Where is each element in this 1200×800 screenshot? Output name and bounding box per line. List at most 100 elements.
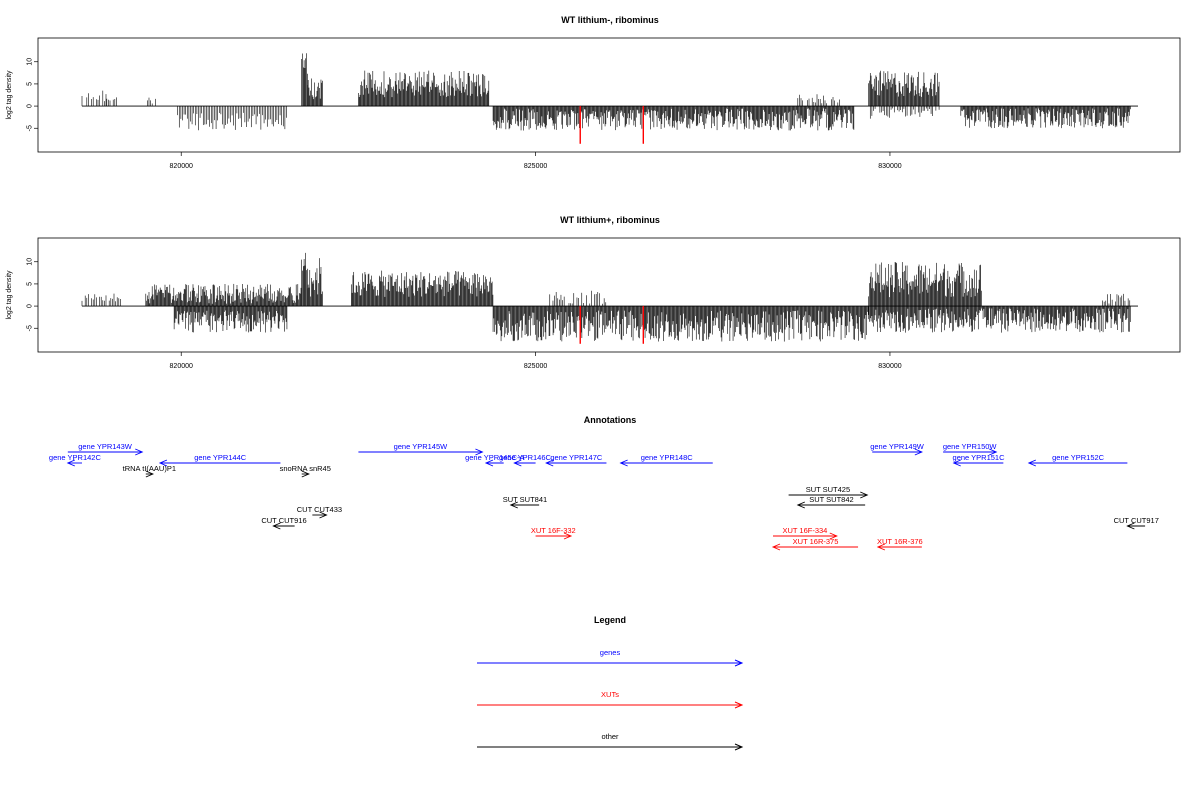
feature-label: gene YPR148C (641, 453, 694, 462)
annotation-feature: gene YPR150W (943, 442, 998, 456)
y-tick-label: 10 (26, 58, 33, 66)
annotation-feature: gene YPR151C (952, 453, 1006, 467)
y-tick-label: 10 (26, 258, 33, 266)
feature-arrowhead (876, 543, 886, 551)
annotation-feature: XUT 16R-376 (876, 537, 923, 551)
feature-arrowhead (914, 448, 923, 456)
annotation-feature: gene YPR142C (49, 453, 102, 467)
legend-arrowhead (734, 659, 744, 667)
feature-arrowhead (66, 459, 76, 467)
annotation-feature: CUT CUT917 (1114, 516, 1159, 530)
y-tick-label: 0 (26, 304, 33, 308)
feature-arrowhead (272, 522, 281, 530)
feature-label: CUT CUT916 (261, 516, 306, 525)
annotation-feature: tRNA tI(AAU)P1 (123, 464, 176, 478)
feature-arrowhead (796, 501, 805, 509)
annotation-feature: XUT 16F-334 (773, 526, 838, 540)
plot-frame (37, 237, 1181, 353)
feature-label: SUT SUT842 (809, 495, 853, 504)
legend-label: XUTs (601, 690, 619, 699)
feature-arrowhead (829, 532, 838, 540)
feature-arrowhead (952, 459, 961, 467)
feature-label: gene YPR151C (953, 453, 1006, 462)
annotation-feature: gene YPR143W (67, 442, 144, 456)
feature-label: snoRNA snR45 (280, 464, 331, 473)
x-tick-label: 825000 (524, 163, 547, 170)
x-tick-label: 820000 (170, 363, 193, 370)
legend-item: other (477, 732, 744, 751)
feature-label: XUT 16F-332 (531, 526, 576, 535)
feature-label: CUT CUT433 (297, 505, 342, 514)
annotation-feature: snoRNA snR45 (280, 464, 331, 478)
legend-items: genes XUTs other (477, 648, 744, 751)
feature-arrowhead (513, 459, 522, 467)
legend-arrowhead (734, 743, 744, 751)
feature-label: XUT 16R-375 (793, 537, 839, 546)
y-tick-label: 0 (26, 104, 33, 108)
feature-arrowhead (475, 448, 484, 456)
feature-arrowhead (771, 543, 781, 551)
coverage-panel-lithium-minus: WT lithium-, ribominus log2 tag density … (6, 15, 1181, 170)
feature-arrowhead (145, 470, 155, 478)
feature-label: CUT CUT917 (1114, 516, 1159, 525)
legend-title: Legend (594, 615, 626, 625)
feature-arrowhead (509, 501, 518, 509)
y-axis-label: log2 tag density (6, 270, 13, 320)
feature-label: gene YPR147C (550, 453, 603, 462)
annotation-feature: gene YPR144C (158, 453, 281, 467)
legend-item: XUTs (477, 690, 744, 709)
axis-ticks: 820000 825000 830000 -5 0 5 10 (26, 58, 901, 170)
feature-arrowhead (1027, 459, 1037, 467)
axis-ticks: 820000 825000 830000 -5 0 5 10 (26, 258, 901, 370)
annotation-feature: gene YPR145C-A (465, 453, 525, 467)
legend-label: genes (600, 648, 621, 657)
legend: Legend genes XUTs other (477, 615, 744, 751)
feature-arrowhead (563, 532, 573, 540)
feature-label: SUT SUT425 (806, 485, 850, 494)
feature-label: gene YPR149W (870, 442, 925, 451)
annotation-feature: gene YPR152C (1027, 453, 1128, 467)
annotation-track: Annotations gene YPR143W gene YPR142C tRNA… (49, 415, 1159, 551)
annotation-feature: SUT SUT425 (788, 485, 869, 499)
annotation-feature: CUT CUT433 (297, 505, 342, 519)
x-tick-label: 825000 (524, 363, 547, 370)
annotation-feature: gene YPR149W (870, 442, 925, 456)
feature-label: gene YPR145C-A (465, 453, 524, 462)
plot-frame (37, 37, 1181, 153)
annotation-feature: gene YPR147C (545, 453, 607, 467)
feature-arrowhead (545, 459, 554, 467)
y-axis-label: log2 tag density (6, 70, 13, 120)
feature-arrowhead (860, 491, 869, 499)
annotation-feature: gene YPR146C (499, 453, 552, 467)
annotation-feature: XUT 16R-375 (771, 537, 859, 551)
feature-arrowhead (319, 511, 328, 519)
y-tick-label: 5 (26, 282, 33, 286)
y-tick-label: -5 (26, 325, 33, 331)
feature-label: gene YPR152C (1052, 453, 1105, 462)
y-tick-label: -5 (26, 125, 33, 131)
legend-label: other (601, 732, 619, 741)
feature-label: gene YPR150W (943, 442, 998, 451)
annotation-feature: SUT SUT842 (796, 495, 866, 509)
legend-arrowhead (734, 701, 744, 709)
chart-title: WT lithium-, ribominus (561, 15, 659, 25)
annotation-feature: XUT 16F-332 (531, 526, 576, 540)
feature-arrows: gene YPR143W gene YPR142C tRNA tI(AAU)P1 ge… (49, 442, 1159, 551)
coverage-panel-lithium-plus: WT lithium+, ribominus log2 tag density … (6, 215, 1181, 370)
feature-label: tRNA tI(AAU)P1 (123, 464, 176, 473)
feature-arrowhead (301, 470, 310, 478)
annotations-title: Annotations (584, 415, 637, 425)
annotation-feature: CUT CUT916 (261, 516, 307, 530)
annotation-feature: gene YPR145W (358, 442, 484, 456)
feature-label: gene YPR146C (499, 453, 552, 462)
annotation-feature: gene YPR148C (619, 453, 713, 467)
feature-label: XUT 16R-376 (877, 537, 923, 546)
coverage-bars (81, 53, 1138, 144)
annotation-feature: SUT SUT841 (503, 495, 547, 509)
y-tick-label: 5 (26, 82, 33, 86)
x-tick-label: 830000 (878, 163, 901, 170)
feature-label: gene YPR142C (49, 453, 102, 462)
feature-label: gene YPR145W (394, 442, 449, 451)
feature-arrowhead (619, 459, 628, 467)
feature-label: SUT SUT841 (503, 495, 547, 504)
